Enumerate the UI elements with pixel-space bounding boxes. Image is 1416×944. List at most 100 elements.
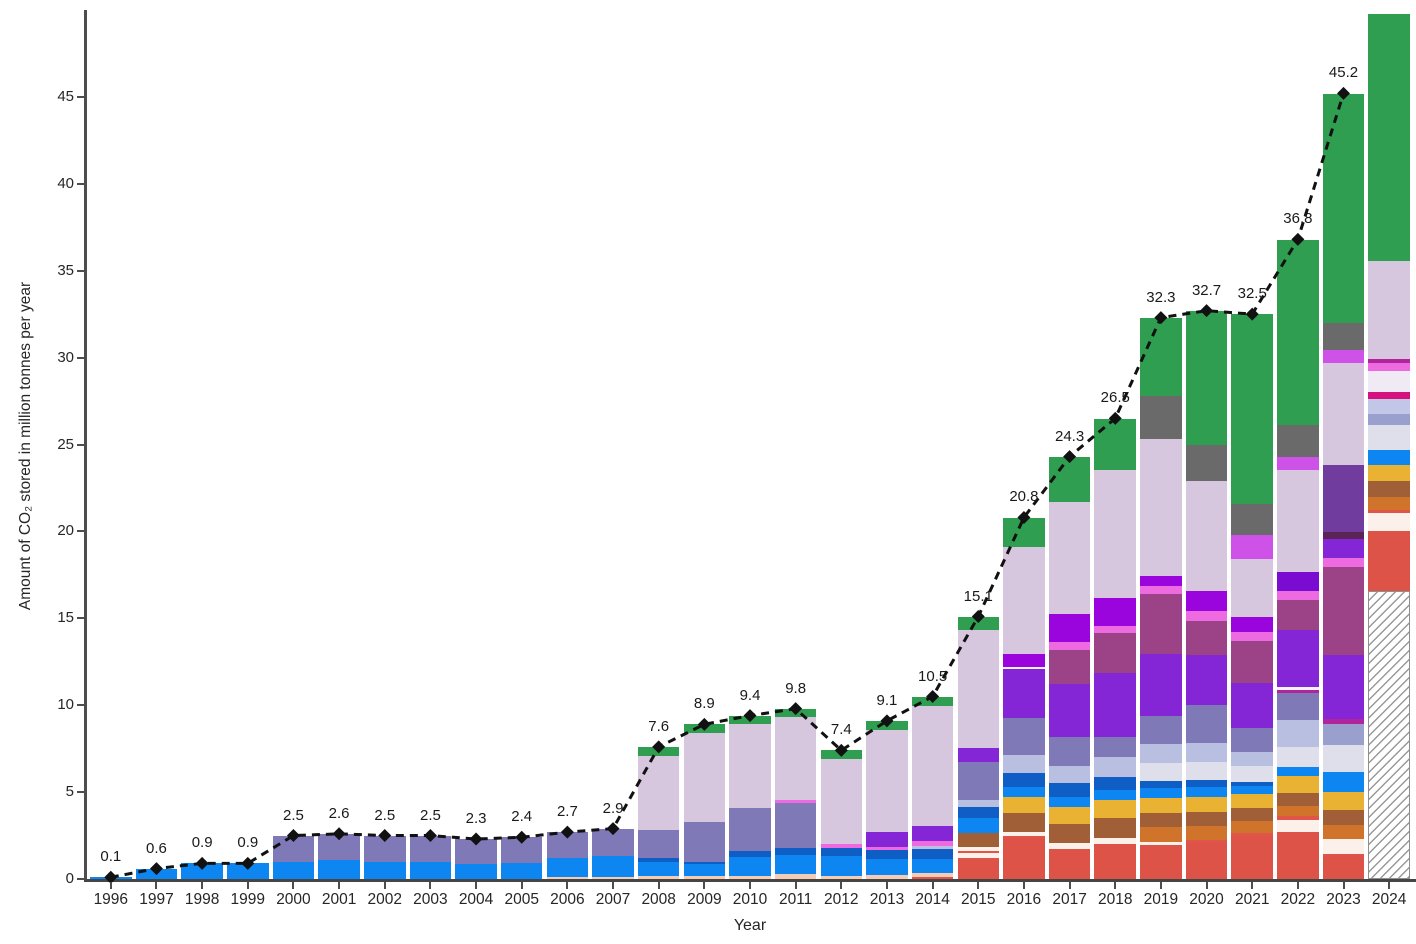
bar-segment-palegray (1322, 745, 1365, 773)
bar-segment-brown (957, 833, 1000, 847)
bar-segment-periwinkle (1368, 414, 1410, 425)
bar-segment-blue (500, 862, 543, 879)
y-tick (77, 443, 85, 446)
x-tick-label-2022: 2022 (1280, 891, 1316, 908)
bar-segment-blue (820, 856, 863, 876)
bar-segment-gold (1003, 797, 1045, 813)
bar-segment-blue (1277, 766, 1319, 776)
bar-segment-slate (272, 835, 315, 862)
y-tick-label: 20 (57, 522, 74, 540)
bar-segment-cream (1277, 819, 1319, 833)
bar-segment-blue (592, 856, 634, 878)
bar-segment-gray (1277, 424, 1319, 457)
x-tick (429, 882, 432, 889)
bar-segment-green (637, 746, 680, 756)
bar-segment-steel (1003, 755, 1045, 774)
bar-segment-brown (1322, 809, 1365, 826)
x-tick-label-2018: 2018 (1097, 891, 1133, 908)
bar-segment-steel (1231, 752, 1273, 767)
bar-segment-slate (729, 807, 771, 852)
bar-segment-brown (1094, 818, 1136, 839)
x-tick-label-2010: 2010 (732, 891, 768, 908)
x-tick (1388, 882, 1391, 889)
bar-segment-blue (911, 859, 954, 873)
bar-segment-blue (1094, 789, 1136, 800)
bar-segment-blue (364, 861, 406, 879)
total-label-2017: 24.3 (1054, 427, 1085, 445)
x-tick-label-2011: 2011 (778, 891, 813, 908)
x-tick (201, 882, 204, 889)
bar-segment-violet (866, 832, 908, 847)
y-tick-label: 15 (57, 609, 74, 627)
bar-segment-magentaline (1368, 358, 1410, 363)
bar-segment-palegray (1368, 424, 1410, 450)
bar-segment-darkblue (1185, 779, 1228, 787)
bar-segment-darkblue (1094, 777, 1136, 790)
bar-segment-blue (1185, 786, 1228, 797)
bar-segment-lavender (911, 706, 954, 827)
x-tick (1251, 882, 1254, 889)
bar-segment-pink (1185, 610, 1228, 621)
y-tick (77, 530, 85, 533)
total-label-2013: 9.1 (876, 691, 898, 709)
total-label-2023: 45.2 (1328, 64, 1359, 82)
x-tick-label-2003: 2003 (413, 891, 448, 908)
bar-segment-gold (1140, 798, 1182, 814)
total-label-1996: 0.1 (100, 848, 122, 866)
bar-2001 (318, 833, 360, 879)
x-tick (612, 882, 615, 889)
bar-segment-purple (1094, 597, 1136, 627)
bar-segment-slate (1140, 715, 1182, 744)
bar-segment-hatch (1368, 590, 1410, 879)
x-tick-label-1996: 1996 (93, 891, 129, 908)
bar-segment-blue (1322, 772, 1365, 793)
bar-2019 (1140, 317, 1182, 879)
bar-segment-lavender (1094, 469, 1136, 598)
bar-segment-green (1368, 14, 1410, 262)
bar-segment-dorange (1140, 827, 1182, 843)
bar-segment-steel (1094, 757, 1136, 778)
total-label-2006: 2.7 (556, 803, 578, 821)
bar-segment-blue (637, 861, 680, 877)
bar-segment-blue (227, 863, 269, 879)
bar-segment-gold (1322, 792, 1365, 810)
x-axis-title: Year (733, 917, 767, 934)
bar-segment-dorange (1368, 496, 1410, 510)
total-label-2012: 7.4 (830, 721, 852, 739)
total-label-2014: 10.5 (918, 667, 948, 685)
bar-segment-purple (1003, 654, 1045, 667)
x-tick-label-2005: 2005 (504, 891, 539, 908)
x-tick-label-2020: 2020 (1189, 891, 1224, 908)
x-tick (155, 882, 158, 889)
bar-segment-pinkline (1368, 392, 1410, 399)
bar-2013 (866, 720, 908, 879)
bar-2009 (683, 724, 726, 879)
total-label-2007: 2.9 (602, 799, 624, 817)
bar-segment-brown (1277, 793, 1319, 807)
bar-segment-purple (1140, 576, 1182, 586)
x-tick-label-2000: 2000 (276, 891, 311, 908)
bar-segment-palelav (1368, 370, 1410, 393)
bar-segment-cream (1368, 513, 1410, 532)
x-tick-label-2002: 2002 (367, 891, 402, 908)
bar-segment-darkblue (957, 806, 1000, 819)
bar-segment-pink (1140, 585, 1182, 594)
y-tick (77, 704, 85, 707)
bar-segment-plum (1231, 640, 1273, 683)
bar-segment-violet (1277, 629, 1319, 688)
x-tick-label-2023: 2023 (1326, 891, 1361, 908)
bar-segment-lavender (1185, 481, 1228, 591)
bar-segment-slate (318, 833, 360, 860)
bar-segment-plum (1277, 600, 1319, 630)
x-tick (657, 882, 660, 889)
y-tick-label: 25 (57, 435, 74, 453)
y-tick (77, 269, 85, 272)
bar-2008 (637, 746, 680, 879)
bar-segment-gold (1094, 799, 1136, 819)
bar-segment-blue (90, 877, 132, 879)
x-tick-label-2021: 2021 (1234, 891, 1270, 908)
bar-segment-steel (1185, 743, 1228, 762)
bar-segment-lavender (866, 729, 908, 833)
bar-2002 (364, 835, 406, 879)
y-tick (77, 878, 85, 880)
